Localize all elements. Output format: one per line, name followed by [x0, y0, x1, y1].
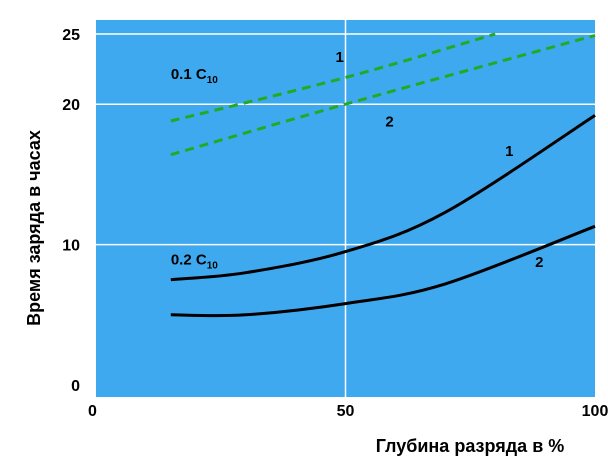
curve-label: 0.1 C10 — [171, 66, 218, 86]
curve-label: 1 — [336, 49, 344, 66]
series-line-solid-2 — [170, 224, 596, 318]
curve-label: 2 — [535, 254, 543, 271]
x-tick-label: 100 — [582, 403, 608, 420]
tick-labels: 0 10 20 25 0 50 100 — [62, 27, 608, 420]
series-line-dashed-2 — [170, 33, 596, 157]
y-tick-label: 25 — [62, 27, 80, 44]
curve-label: 0.2 C10 — [171, 251, 218, 271]
series-line-solid-1 — [170, 114, 596, 282]
x-tick-label: 0 — [88, 403, 97, 420]
x-tick-label: 50 — [337, 403, 355, 420]
x-axis-title: Глубина разряда в % — [376, 436, 565, 456]
curve-annotations: 0.1 C10 1 2 0.2 C10 1 2 — [171, 49, 544, 271]
y-axis-title: Время заряда в часах — [24, 130, 44, 326]
series-lines — [170, 32, 596, 318]
y-tick-label: 20 — [62, 97, 80, 114]
curve-label: 2 — [385, 114, 393, 131]
curve-label: 1 — [505, 143, 513, 160]
y-tick-label: 10 — [62, 238, 80, 255]
y-tick-label: 0 — [71, 378, 80, 395]
